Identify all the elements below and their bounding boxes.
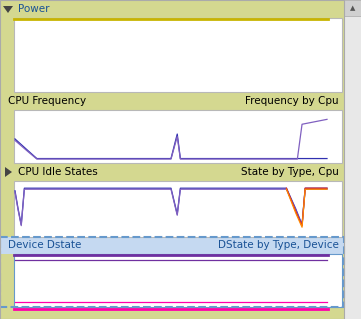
- Text: ▲: ▲: [350, 5, 355, 11]
- Bar: [0, 163, 344, 181]
- Text: State by Type, Cpu: State by Type, Cpu: [241, 167, 339, 177]
- Bar: [0, 237, 344, 307]
- Text: Frequency by Cpu: Frequency by Cpu: [245, 96, 339, 106]
- Text: CPU Frequency: CPU Frequency: [8, 96, 86, 106]
- Bar: [0, 92, 344, 110]
- Bar: [14, 110, 342, 163]
- Text: Device Dstate: Device Dstate: [8, 241, 81, 250]
- Bar: [0, 0, 344, 18]
- Polygon shape: [3, 6, 13, 13]
- Text: Power: Power: [18, 4, 49, 14]
- Text: DState by Type, Device: DState by Type, Device: [218, 241, 339, 250]
- Bar: [0, 237, 344, 254]
- Bar: [14, 181, 342, 237]
- Bar: [14, 254, 342, 307]
- Text: CPU Idle States: CPU Idle States: [18, 167, 98, 177]
- Bar: [344, 0, 361, 16]
- Polygon shape: [5, 167, 12, 177]
- Bar: [344, 0, 361, 319]
- Bar: [14, 18, 342, 92]
